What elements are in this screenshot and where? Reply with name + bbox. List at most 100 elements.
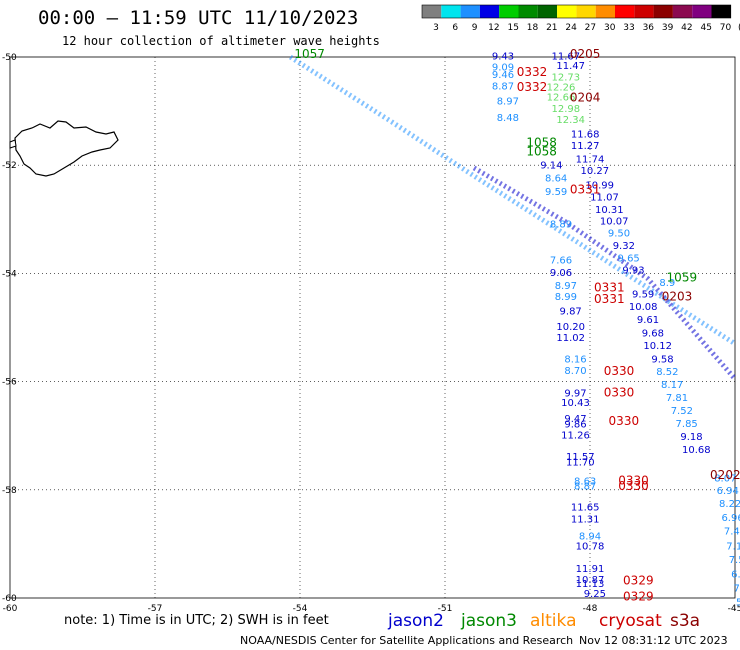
x-tick-label: -57 bbox=[148, 604, 163, 614]
swh-label: 11.65 bbox=[571, 502, 600, 513]
colorbar-label: 6 bbox=[452, 23, 458, 33]
colorbar-label: 18 bbox=[527, 23, 539, 33]
swh-label: 8.17 bbox=[661, 380, 683, 391]
x-tick-label: -51 bbox=[438, 604, 453, 614]
pass-time-label: 0202 bbox=[710, 468, 740, 482]
colorbar-label: 36 bbox=[643, 23, 655, 33]
swh-label: 11.91 bbox=[576, 564, 605, 575]
swh-label: 8.63 bbox=[574, 476, 596, 487]
label-layer: 9.43 11.6711.479.099.468.878.978.4812.731… bbox=[294, 47, 740, 608]
colorbar-swatch bbox=[557, 5, 577, 18]
colorbar-label: 12 bbox=[488, 23, 499, 33]
satellite-legend: jason2 jason3 altika cryosat s3a bbox=[387, 611, 700, 631]
colorbar-swatch bbox=[479, 5, 500, 18]
track-line bbox=[472, 165, 737, 381]
x-tick-label: -48 bbox=[583, 604, 598, 614]
swh-label: 10.07 bbox=[600, 217, 629, 228]
swh-label: 11.27 bbox=[571, 141, 600, 152]
swh-label: 9.68 bbox=[642, 329, 664, 340]
swh-label: 12.73 bbox=[552, 72, 581, 83]
colorbar-label: 39 bbox=[662, 23, 674, 33]
colorbar-swatch bbox=[672, 5, 693, 18]
satellite-legend-item: jason2 bbox=[387, 611, 444, 631]
swh-label: 10.20 bbox=[556, 322, 585, 333]
colorbar-swatch bbox=[576, 5, 596, 18]
footer-credit: NOAA/NESDIS Center for Satellite Applica… bbox=[240, 634, 573, 647]
satellite-legend-item: cryosat bbox=[599, 611, 662, 631]
swh-label: 8.97 bbox=[555, 281, 577, 292]
swh-label: 7.66 bbox=[550, 256, 572, 267]
pass-time-label: 1058 bbox=[526, 135, 557, 149]
swh-label: 11.47 bbox=[556, 61, 585, 72]
pass-time-label: 0331 bbox=[594, 292, 625, 306]
colorbar-label: 9 bbox=[472, 23, 478, 33]
footer-timestamp: Nov 12 08:31:12 UTC 2023 bbox=[579, 634, 728, 647]
swh-label: 9.93 bbox=[622, 265, 644, 276]
swh-label: 8.87 bbox=[492, 81, 514, 92]
swh-label: 8.22 bbox=[719, 499, 740, 510]
plot-frame bbox=[9, 56, 736, 599]
swh-label: 9.47 bbox=[564, 414, 586, 425]
swh-label: 7.14 bbox=[726, 541, 740, 552]
swh-label: 9.06 bbox=[550, 268, 572, 279]
swh-label: 7.85 bbox=[676, 419, 698, 430]
pass-time-label: 0330 bbox=[604, 386, 635, 400]
colorbar-label: 15 bbox=[507, 23, 518, 33]
pass-time-label: 1057 bbox=[294, 47, 325, 61]
swh-label: 11.68 bbox=[571, 130, 600, 141]
colorbar-swatch bbox=[595, 5, 615, 18]
colorbar-label: 42 bbox=[681, 23, 692, 33]
swh-label: 9.32 bbox=[613, 241, 635, 252]
track-line bbox=[288, 54, 737, 346]
pass-time-label: 0332 bbox=[517, 65, 548, 79]
pass-time-label: 0331 bbox=[570, 182, 601, 196]
swh-label: 9.18 bbox=[680, 432, 702, 443]
swh-label: 10.87 bbox=[576, 575, 605, 586]
swh-label: 10.68 bbox=[682, 445, 711, 456]
footer-note: note: 1) Time is in UTC; 2) SWH is in fe… bbox=[64, 613, 329, 628]
swh-label: 9.59 bbox=[545, 187, 567, 198]
pass-time-label: 1059 bbox=[667, 271, 698, 285]
pass-time-label: 0332 bbox=[517, 80, 548, 94]
swh-label: 10.31 bbox=[595, 205, 624, 216]
swh-label: 8.89 bbox=[550, 219, 572, 230]
swh-label: 8.70 bbox=[564, 366, 586, 377]
colorbar-swatch bbox=[422, 5, 442, 18]
swh-label: 8.9 bbox=[659, 278, 675, 289]
y-tick-label: -50 bbox=[2, 53, 17, 63]
pass-time-label: 0329 bbox=[623, 573, 654, 587]
swh-label: 11.26 bbox=[561, 430, 590, 441]
swh-label: 8.99 bbox=[555, 292, 577, 303]
swh-label: 10.27 bbox=[581, 166, 610, 177]
swh-label: 6.94 bbox=[717, 486, 739, 497]
swh-label: 9.50 bbox=[608, 229, 630, 240]
y-tick-label: -56 bbox=[2, 378, 17, 388]
land-mass bbox=[9, 120, 119, 177]
satellite-legend-item: altika bbox=[530, 611, 577, 631]
swh-label: 10.99 bbox=[585, 180, 614, 191]
swh-label: 11.74 bbox=[576, 154, 605, 165]
pass-time-label: 1058 bbox=[526, 144, 557, 158]
pass-time-label: 0330 bbox=[604, 364, 635, 378]
colorbar-label: 33 bbox=[623, 23, 634, 33]
colorbar-label: 70 bbox=[720, 23, 732, 33]
x-tick-label: -54 bbox=[293, 604, 308, 614]
swh-label: 11.13 bbox=[576, 579, 605, 590]
swh-label: 8.07 bbox=[714, 474, 736, 485]
swh-label: 8.97 bbox=[497, 97, 519, 108]
swh-label: 7.57 bbox=[729, 555, 740, 566]
swh-label: 12.66 bbox=[547, 92, 576, 103]
colorbar-swatch bbox=[615, 5, 635, 18]
swh-label: 11.07 bbox=[590, 192, 619, 203]
colorbar-swatch bbox=[653, 5, 673, 18]
swh-label: 9.97 bbox=[564, 389, 586, 400]
swh-label: 10.43 bbox=[561, 398, 590, 409]
swh-label: 10.78 bbox=[576, 541, 605, 552]
swh-label: 8.52 bbox=[656, 367, 678, 378]
swh-label: 10.08 bbox=[629, 302, 658, 313]
colorbar-label: 21 bbox=[546, 23, 557, 33]
colorbar-label: 3 bbox=[433, 23, 439, 33]
colorbar-swatch bbox=[460, 5, 480, 18]
colorbar-swatch bbox=[537, 5, 558, 18]
